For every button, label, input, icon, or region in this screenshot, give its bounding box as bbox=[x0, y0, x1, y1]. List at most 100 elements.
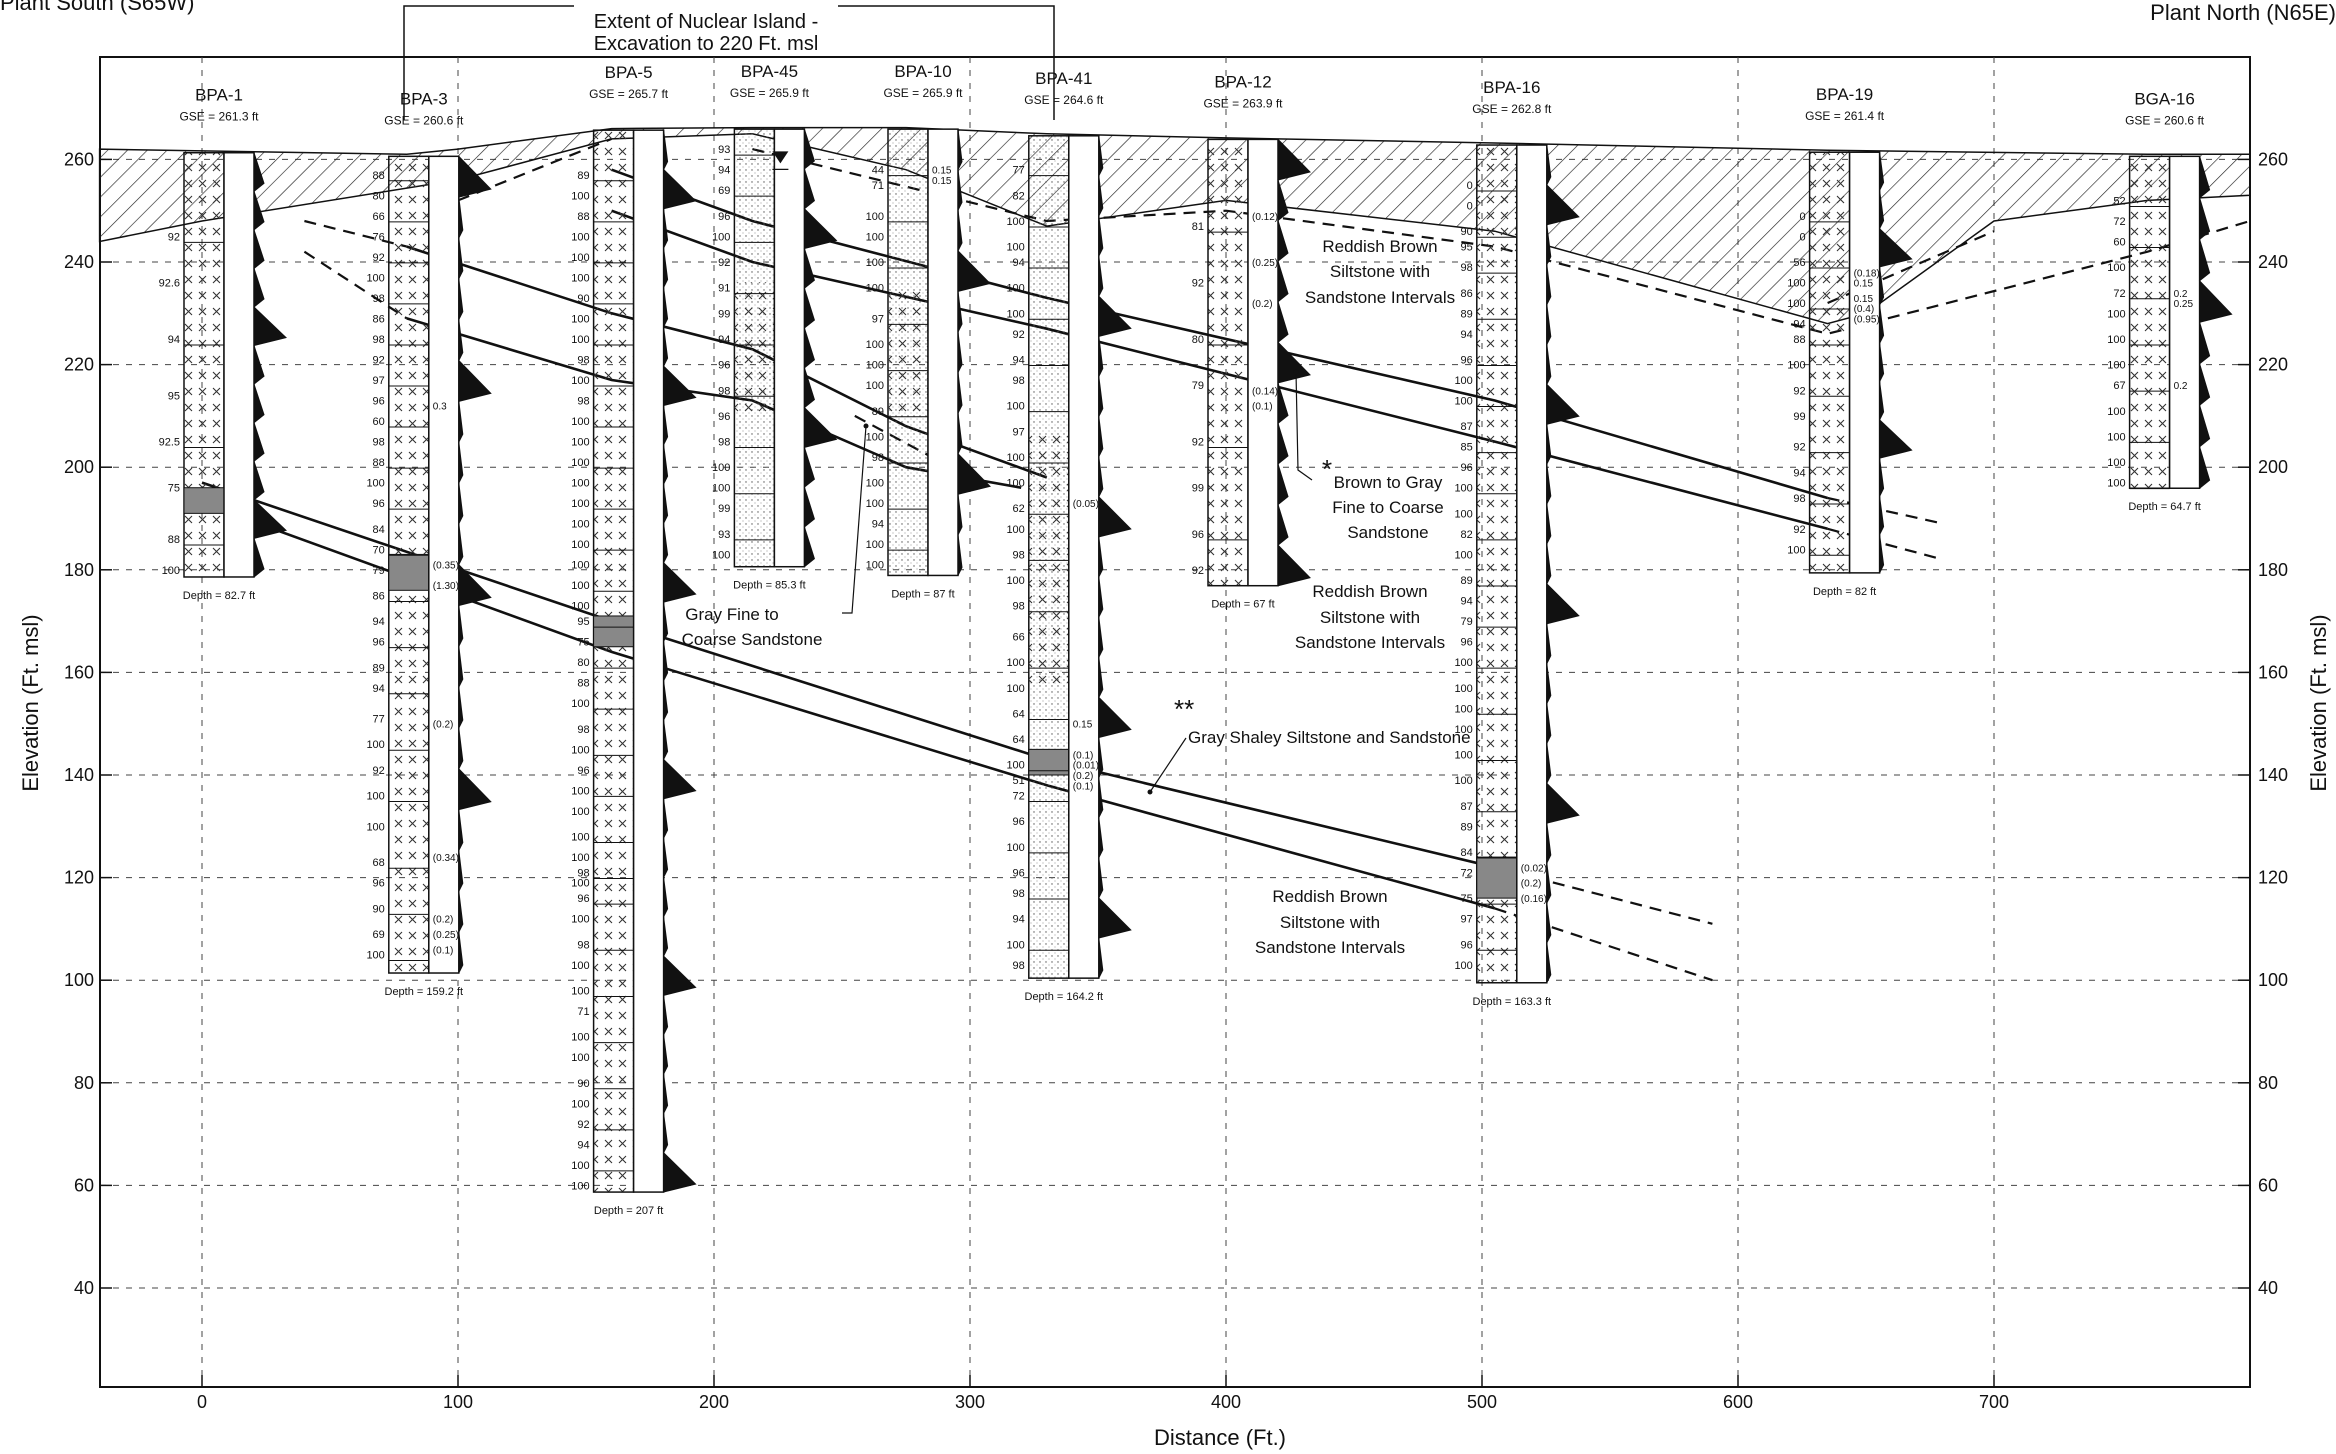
rqd-value: 90 bbox=[577, 293, 589, 305]
rqd-value: 88 bbox=[577, 211, 589, 223]
fracture-note: (0.1) bbox=[433, 945, 454, 956]
rqd-value: 100 bbox=[571, 1098, 589, 1110]
y-tick-label: 200 bbox=[2258, 457, 2288, 477]
rqd-value: 98 bbox=[577, 724, 589, 736]
star-two: ** bbox=[1174, 694, 1194, 724]
rqd-value: 64 bbox=[1013, 734, 1025, 746]
rqd-value: 89 bbox=[1461, 575, 1473, 587]
x-tick-label: 200 bbox=[699, 1392, 729, 1412]
rqd-value: 51 bbox=[1013, 775, 1025, 787]
boring-bpa-1: BPA-1 GSE = 261.3 ft Depth = 82.7 ft 92 92.6… bbox=[159, 86, 288, 602]
x-tick-label: 700 bbox=[1979, 1392, 2009, 1412]
y-tick-label: 260 bbox=[64, 149, 94, 169]
fracture-note: (0.2) bbox=[1521, 879, 1542, 890]
log-trace bbox=[803, 128, 838, 568]
fracture-note: (0.2) bbox=[1073, 771, 1094, 782]
log-trace bbox=[1878, 152, 1913, 574]
shaded-interval bbox=[593, 615, 635, 648]
annotation-reddish-middle: Reddish Brown Siltstone with Sandstone I… bbox=[1295, 582, 1445, 652]
rqd-value: 92 bbox=[1192, 437, 1204, 449]
rqd-value: 96 bbox=[1461, 637, 1473, 649]
boring-gse: GSE = 262.8 ft bbox=[1472, 102, 1552, 116]
rqd-value: 56 bbox=[1793, 257, 1805, 269]
rqd-value: 100 bbox=[571, 806, 589, 818]
rqd-value: 100 bbox=[571, 334, 589, 346]
fracture-note: (0.16) bbox=[1521, 894, 1547, 905]
fracture-note: 0.2 bbox=[2174, 289, 2188, 300]
rqd-value: 100 bbox=[1454, 549, 1472, 561]
rqd-value: 94 bbox=[1013, 914, 1025, 926]
rqd-value: 80 bbox=[373, 190, 385, 202]
rqd-value: 98 bbox=[1013, 888, 1025, 900]
rqd-value: 89 bbox=[1461, 308, 1473, 320]
rqd-value: 76 bbox=[373, 231, 385, 243]
rqd-value: 98 bbox=[373, 334, 385, 346]
rqd-value: 96 bbox=[1461, 462, 1473, 474]
rqd-value: 100 bbox=[366, 950, 384, 962]
rqd-value: 79 bbox=[1461, 616, 1473, 628]
rqd-value: 98 bbox=[1461, 262, 1473, 274]
rqd-value: 98 bbox=[577, 396, 589, 408]
rqd-value: 88 bbox=[1793, 334, 1805, 346]
rqd-value: 100 bbox=[1006, 760, 1024, 772]
fracture-note: (0.01) bbox=[1073, 761, 1099, 772]
rqd-value: 0 bbox=[1799, 231, 1805, 243]
boring-column-band bbox=[888, 285, 928, 420]
boring-id: BPA-45 bbox=[741, 62, 798, 81]
rqd-value: 92.5 bbox=[159, 437, 180, 449]
rqd-value: 100 bbox=[866, 539, 884, 551]
rqd-value: 100 bbox=[571, 190, 589, 202]
fracture-note: (0.34) bbox=[433, 853, 459, 864]
rqd-value: 100 bbox=[1006, 308, 1024, 320]
rqd-value: 100 bbox=[1454, 724, 1472, 736]
boring-bpa-19: BPA-19 GSE = 261.4 ft Depth = 82 ft 0 0 56 100… bbox=[1787, 85, 1913, 598]
leader-gray-fine bbox=[842, 425, 867, 614]
annotation-line: Sandstone bbox=[1347, 523, 1428, 542]
annotation-brown-gray: Brown to Gray Fine to Coarse Sandstone bbox=[1332, 473, 1444, 542]
excavation-bracket bbox=[403, 5, 1055, 120]
rqd-value: 100 bbox=[366, 272, 384, 284]
shaded-interval bbox=[1476, 856, 1518, 899]
rqd-value: 62 bbox=[1013, 503, 1025, 515]
rqd-value: 94 bbox=[373, 683, 385, 695]
rqd-value: 100 bbox=[571, 914, 589, 926]
log-track bbox=[2168, 155, 2201, 489]
rqd-value: 100 bbox=[1454, 775, 1472, 787]
rqd-value: 94 bbox=[1013, 354, 1025, 366]
log-trace bbox=[2198, 156, 2233, 489]
leader-dot bbox=[863, 423, 869, 429]
y-tick-label: 120 bbox=[2258, 868, 2288, 888]
fracture-note: (0.18) bbox=[1854, 268, 1880, 279]
rqd-value: 94 bbox=[1461, 329, 1473, 341]
rqd-value: 98 bbox=[718, 385, 730, 397]
rqd-value: 100 bbox=[366, 821, 384, 833]
rqd-value: 98 bbox=[1013, 601, 1025, 613]
rqd-value: 96 bbox=[718, 411, 730, 423]
fracture-note: 0.15 bbox=[932, 176, 952, 187]
rqd-value: 82 bbox=[1461, 529, 1473, 541]
rqd-value: 88 bbox=[168, 534, 180, 546]
fracture-note: (0.1) bbox=[1073, 781, 1094, 792]
boring-gse: GSE = 263.9 ft bbox=[1203, 96, 1283, 110]
fracture-note: (0.14) bbox=[1252, 386, 1278, 397]
rqd-value: 92 bbox=[1793, 524, 1805, 536]
rqd-value: 100 bbox=[1006, 575, 1024, 587]
rqd-value: 93 bbox=[718, 529, 730, 541]
x-tick-label: 600 bbox=[1723, 1392, 1753, 1412]
y-tick-label: 220 bbox=[2258, 355, 2288, 375]
boring-depth: Depth = 163.3 ft bbox=[1473, 996, 1552, 1008]
boring-column-band bbox=[734, 282, 775, 414]
rqd-value: 69 bbox=[718, 185, 730, 197]
y-axis-label-left: Elevation (Ft. msl) bbox=[18, 614, 43, 791]
fracture-note: 0.15 bbox=[1854, 294, 1874, 305]
boring-depth: Depth = 67 ft bbox=[1211, 599, 1274, 611]
rqd-value: 96 bbox=[1013, 867, 1025, 879]
shaded-interval bbox=[388, 553, 430, 591]
x-tick-label: 500 bbox=[1467, 1392, 1497, 1412]
x-tick-label: 0 bbox=[197, 1392, 207, 1412]
boring-id: BPA-10 bbox=[894, 62, 951, 81]
boring-depth: Depth = 87 ft bbox=[891, 588, 954, 600]
rqd-value: 66 bbox=[373, 211, 385, 223]
log-trace bbox=[1098, 135, 1132, 979]
y-tick-label: 40 bbox=[74, 1278, 94, 1298]
